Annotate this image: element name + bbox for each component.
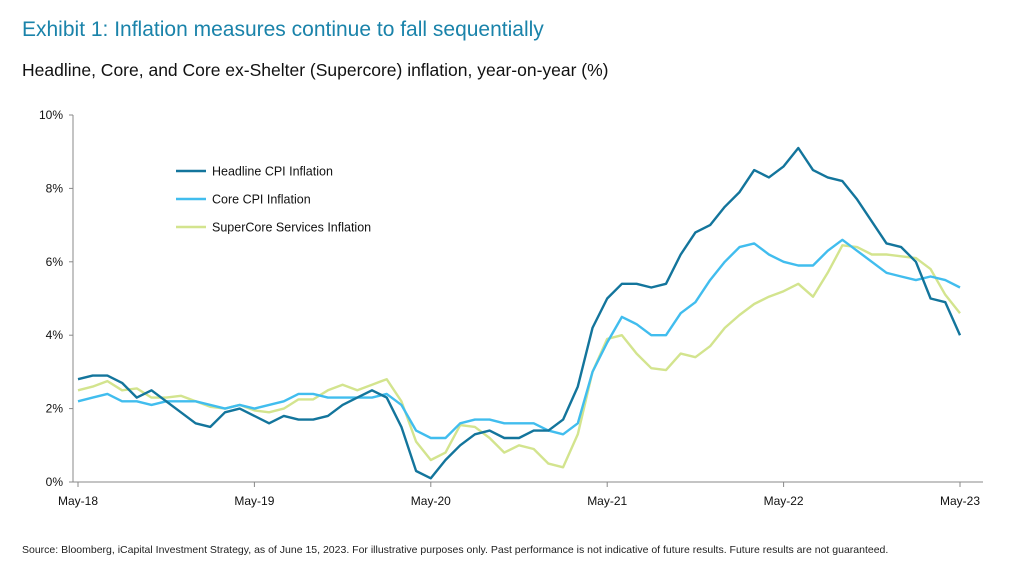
legend-label: Core CPI Inflation [212,193,311,207]
y-tick-label: 10% [39,108,63,122]
y-tick-label: 2% [46,402,64,416]
y-tick-label: 4% [46,328,64,342]
x-tick-label: May-18 [58,494,98,508]
chart-subtitle: Headline, Core, and Core ex-Shelter (Sup… [22,60,609,80]
x-tick-label: May-21 [587,494,627,508]
y-tick-label: 8% [46,181,64,195]
x-tick-label: May-22 [764,494,804,508]
x-tick-label: May-19 [234,494,274,508]
y-tick-label: 0% [46,475,64,489]
legend-label: Headline CPI Inflation [212,165,333,179]
series-line-headline-cpi-inflation [77,146,962,480]
series-line-core-cpi-inflation [77,238,961,440]
x-tick-label: May-20 [411,494,451,508]
x-tick-label: May-23 [940,494,980,508]
page-title: Exhibit 1: Inflation measures continue t… [22,18,544,41]
source-note: Source: Bloomberg, iCapital Investment S… [22,544,889,556]
legend-label: SuperCore Services Inflation [212,221,371,235]
series-line-supercore-services-inflation [77,244,961,469]
y-tick-label: 6% [46,255,64,269]
